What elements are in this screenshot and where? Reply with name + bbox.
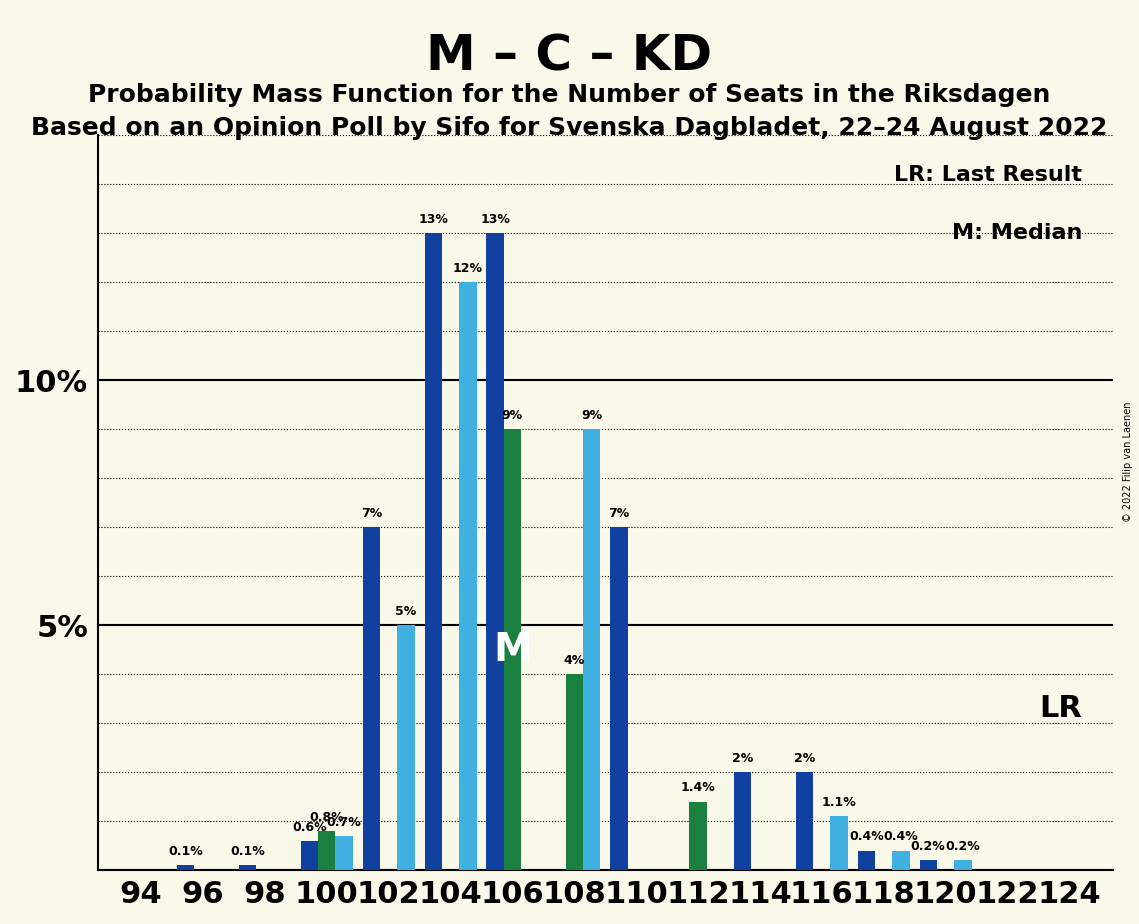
Text: Probability Mass Function for the Number of Seats in the Riksdagen: Probability Mass Function for the Number… bbox=[89, 83, 1050, 107]
Text: 0.8%: 0.8% bbox=[310, 810, 344, 823]
Bar bbox=[177, 866, 195, 870]
Text: 0.4%: 0.4% bbox=[849, 831, 884, 844]
Text: © 2022 Filip van Laenen: © 2022 Filip van Laenen bbox=[1123, 402, 1133, 522]
Text: 7%: 7% bbox=[361, 507, 382, 520]
Text: 13%: 13% bbox=[418, 213, 448, 225]
Text: 7%: 7% bbox=[608, 507, 630, 520]
Text: 0.6%: 0.6% bbox=[292, 821, 327, 833]
Bar bbox=[796, 772, 813, 870]
Bar bbox=[566, 675, 583, 870]
Bar bbox=[239, 866, 256, 870]
Text: 0.7%: 0.7% bbox=[327, 816, 361, 829]
Text: LR: Last Result: LR: Last Result bbox=[894, 164, 1082, 185]
Text: M: M bbox=[493, 631, 532, 669]
Bar bbox=[318, 831, 336, 870]
Text: 0.1%: 0.1% bbox=[169, 845, 203, 858]
Text: 0.1%: 0.1% bbox=[230, 845, 265, 858]
Text: LR: LR bbox=[1039, 694, 1082, 723]
Text: 1.1%: 1.1% bbox=[821, 796, 857, 809]
Bar bbox=[583, 429, 600, 870]
Bar bbox=[734, 772, 752, 870]
Text: 0.4%: 0.4% bbox=[884, 831, 918, 844]
Text: 5%: 5% bbox=[395, 605, 417, 618]
Text: 2%: 2% bbox=[732, 752, 753, 765]
Bar bbox=[503, 429, 521, 870]
Bar bbox=[611, 528, 628, 870]
Text: 12%: 12% bbox=[453, 261, 483, 274]
Text: 9%: 9% bbox=[502, 408, 523, 422]
Text: Based on an Opinion Poll by Sifo for Svenska Dagbladet, 22–24 August 2022: Based on an Opinion Poll by Sifo for Sve… bbox=[31, 116, 1108, 140]
Text: 0.2%: 0.2% bbox=[911, 840, 945, 853]
Bar bbox=[954, 860, 972, 870]
Text: 0.2%: 0.2% bbox=[945, 840, 981, 853]
Bar bbox=[301, 841, 318, 870]
Text: 1.4%: 1.4% bbox=[681, 782, 715, 795]
Text: M – C – KD: M – C – KD bbox=[426, 32, 713, 80]
Bar bbox=[689, 802, 706, 870]
Bar bbox=[892, 851, 910, 870]
Bar bbox=[336, 836, 353, 870]
Bar bbox=[919, 860, 937, 870]
Bar bbox=[486, 233, 503, 870]
Bar bbox=[459, 282, 476, 870]
Text: 2%: 2% bbox=[794, 752, 816, 765]
Text: M: Median: M: Median bbox=[952, 224, 1082, 243]
Bar bbox=[425, 233, 442, 870]
Bar bbox=[830, 817, 847, 870]
Text: 4%: 4% bbox=[564, 654, 585, 667]
Bar bbox=[398, 626, 415, 870]
Text: 13%: 13% bbox=[481, 213, 510, 225]
Bar bbox=[362, 528, 380, 870]
Text: 9%: 9% bbox=[581, 408, 603, 422]
Bar bbox=[858, 851, 875, 870]
